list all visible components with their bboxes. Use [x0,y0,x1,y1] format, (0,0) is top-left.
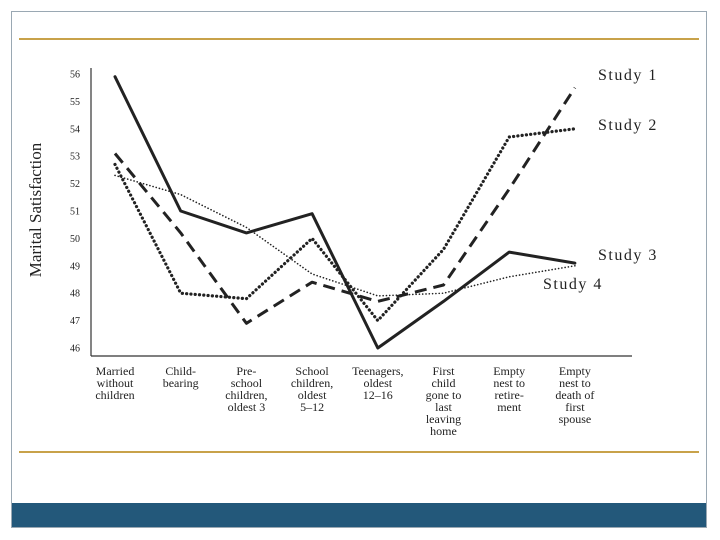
x-category-label: Pre-school children, oldest 3 [225,364,267,414]
series-line-study-1 [113,86,577,325]
y-tick-label: 49 [70,261,80,272]
y-tick-label: 50 [70,234,80,245]
y-tick-label: 53 [70,152,80,163]
series-label-study-2: Study 2 [598,117,658,134]
x-category-label: Empty nest to retire-ment [493,364,525,414]
y-tick-label: 52 [70,179,80,190]
x-category-label: Married without children [95,364,134,402]
axes [90,68,632,357]
x-category-label: Empty nest to death of first spouse [555,364,594,426]
y-tick-label: 54 [70,124,80,135]
x-category-label: Teenagers, oldest 12–16 [352,364,403,402]
y-tick-labels: 46 47 48 49 50 51 52 53 54 55 56 [70,70,80,355]
series-label-study-3: Study 3 [598,247,658,264]
y-tick-label: 47 [70,316,80,327]
series-line-study-4 [114,174,576,297]
footer-bar [12,503,706,527]
y-tick-label: 56 [70,70,80,81]
x-category-label: Child-bearing [163,364,199,390]
series-label-study-1: Study 1 [598,67,658,84]
series-line-study-3 [113,75,577,350]
y-tick-label: 55 [70,97,80,108]
x-category-label: First child gone to last leaving home [426,364,462,438]
y-tick-label: 51 [70,207,80,218]
y-tick-label: 46 [70,344,80,355]
x-category-labels: Married without children Child-bearing Pre-s… [95,364,594,438]
chart-panel [19,38,699,453]
x-category-label: School children, oldest 5–12 [291,364,333,414]
y-axis-label: Marital Satisfaction [26,142,45,277]
series-lines [113,75,577,350]
y-tick-label: 48 [70,289,80,300]
series-labels: Study 1 Study 2 Study 3 Study 4 [543,67,658,293]
slide-frame [11,11,707,528]
series-label-study-4: Study 4 [543,276,603,293]
